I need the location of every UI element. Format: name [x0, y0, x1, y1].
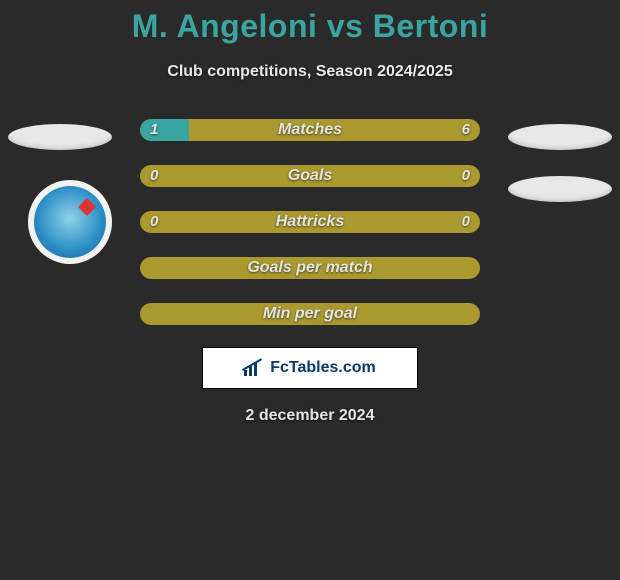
- bar-value-left: 0: [150, 165, 158, 187]
- stats-comparison-card: M. Angeloni vs Bertoni Club competitions…: [0, 0, 620, 580]
- fctables-chart-icon: [244, 360, 264, 376]
- bar-row-min-per-goal: Min per goal: [140, 303, 480, 325]
- bar-track: [140, 165, 480, 187]
- attribution-badge[interactable]: FcTables.com: [202, 347, 418, 389]
- bar-row-hattricks: 0 Hattricks 0: [140, 211, 480, 233]
- bar-value-left: 0: [150, 211, 158, 233]
- bar-value-right: 6: [462, 119, 470, 141]
- bar-row-matches: 1 Matches 6: [140, 119, 480, 141]
- bar-left-fill: [140, 119, 189, 141]
- datestamp: 2 december 2024: [0, 407, 620, 425]
- bar-track: [140, 119, 480, 141]
- comparison-bars: 1 Matches 6 0 Goals 0 0 Hattricks 0 G: [0, 119, 620, 325]
- page-title: M. Angeloni vs Bertoni: [0, 0, 620, 45]
- subtitle: Club competitions, Season 2024/2025: [0, 63, 620, 81]
- bar-track: [140, 211, 480, 233]
- attribution-text: FcTables.com: [270, 359, 376, 377]
- bar-row-goals-per-match: Goals per match: [140, 257, 480, 279]
- bar-row-goals: 0 Goals 0: [140, 165, 480, 187]
- bar-value-left: 1: [150, 119, 158, 141]
- bar-value-right: 0: [462, 165, 470, 187]
- bar-track: [140, 303, 480, 325]
- bar-track: [140, 257, 480, 279]
- bar-value-right: 0: [462, 211, 470, 233]
